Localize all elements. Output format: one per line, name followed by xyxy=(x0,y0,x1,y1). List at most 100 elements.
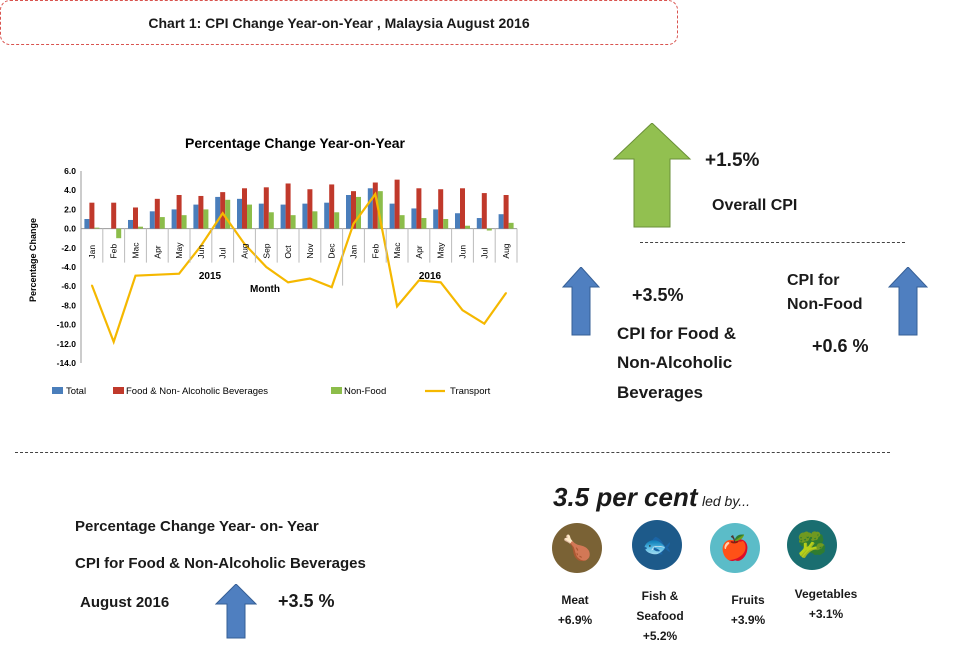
bar-non-food-13 xyxy=(377,191,383,229)
overall-cpi-value: +1.5% xyxy=(705,150,760,171)
nonfood-cpi-label-2: Non-Food xyxy=(787,296,863,313)
legend-label: Non-Food xyxy=(344,386,386,397)
food-cpi-label-1: CPI for Food & xyxy=(617,324,736,343)
x-tick-label: Apr xyxy=(414,245,424,258)
divider xyxy=(640,242,905,243)
cpi-chart: Percentage Change Year-on-Year 6.0 4.0 2.0… xyxy=(28,135,518,397)
transport-point-2 xyxy=(134,274,137,277)
x-tick-label: May xyxy=(174,242,184,259)
chart-title: Percentage Change Year-on-Year xyxy=(185,135,405,151)
transport-point-14 xyxy=(396,305,398,308)
up-arrow-green-icon xyxy=(612,123,692,228)
y-tick-label: -10.0 xyxy=(57,320,77,330)
bar-non-food-8 xyxy=(268,212,274,229)
x-tick-label: Apr xyxy=(152,245,162,258)
y-axis-title: Percentage Change xyxy=(28,218,38,302)
item-fruits: Fruits +3.9% xyxy=(708,590,788,630)
food-cpi-value: +3.5% xyxy=(632,285,684,305)
x-tick-label: Sep xyxy=(261,243,271,258)
bar-total-3 xyxy=(149,211,155,229)
bar-total-18 xyxy=(476,218,482,229)
y-tick-label: -8.0 xyxy=(61,300,76,310)
x-tick-label: May xyxy=(436,242,446,259)
fish-icon: 🐟 xyxy=(632,520,682,570)
x-tick-label: Jul xyxy=(479,248,489,259)
bottom-value: +3.5 % xyxy=(278,591,335,611)
transport-point-17 xyxy=(461,309,464,311)
x-tick-label: Feb xyxy=(370,244,380,259)
overall-cpi-label: Overall CPI xyxy=(712,197,798,214)
bar-food-non-alcoholic-beverages-1 xyxy=(111,202,117,229)
nonfood-cpi-value: +0.6 % xyxy=(812,336,869,356)
transport-point-9 xyxy=(287,281,289,284)
legend-label: Food & Non- Alcoholic Beverages xyxy=(126,386,268,397)
transport-point-7 xyxy=(243,243,246,245)
bottom-line-3: August 2016 xyxy=(80,594,170,611)
x-tick-label: Dec xyxy=(327,243,337,259)
chart-header: Chart 1: CPI Change Year-on-Year , Malay… xyxy=(0,0,678,45)
item-value: +5.2% xyxy=(642,629,678,643)
bar-food-non-alcoholic-beverages-3 xyxy=(154,198,160,229)
headline-big: 3.5 per cent xyxy=(553,482,698,512)
food-cpi-label-3: Beverages xyxy=(617,383,704,402)
bar-total-19 xyxy=(498,214,504,229)
item-name: Fruits xyxy=(731,593,765,607)
bar-total-7 xyxy=(237,198,242,229)
nonfood-cpi-label-1: CPI for xyxy=(787,272,840,289)
transport-point-12 xyxy=(352,223,355,225)
y-tick-label: 2.0 xyxy=(64,204,76,214)
transport-point-4 xyxy=(178,272,180,275)
x-tick-label: Jan xyxy=(87,245,97,259)
x-axis-title: Month xyxy=(250,284,280,295)
bar-food-non-alcoholic-beverages-14 xyxy=(394,179,400,229)
item-value: +3.9% xyxy=(730,613,766,627)
bottom-line-2: CPI for Food & Non-Alcoholic Beverages xyxy=(75,555,366,572)
food-cpi-label-2: Non-Alcoholic xyxy=(617,353,733,372)
transport-point-10 xyxy=(309,277,311,280)
bar-non-food-9 xyxy=(290,215,296,229)
bar-food-non-alcoholic-beverages-18 xyxy=(481,193,487,229)
bar-food-non-alcoholic-beverages-13 xyxy=(372,182,378,229)
bar-non-food-16 xyxy=(443,219,449,229)
legend-label: Total xyxy=(66,386,86,397)
bar-non-food-4 xyxy=(181,215,187,229)
bar-food-non-alcoholic-beverages-15 xyxy=(416,188,422,229)
bar-total-13 xyxy=(367,188,373,229)
bar-non-food-1 xyxy=(116,228,122,239)
bar-total-5 xyxy=(193,204,199,229)
headline-small: led by... xyxy=(701,493,750,509)
y-tick-label: -2.0 xyxy=(61,243,76,253)
transport-point-18 xyxy=(483,322,486,325)
bar-non-food-15 xyxy=(421,218,427,229)
item-name: Vegetables xyxy=(794,587,858,601)
year-label-2016: 2016 xyxy=(419,271,442,282)
bar-non-food-14 xyxy=(399,215,405,229)
bar-food-non-alcoholic-beverages-16 xyxy=(438,189,444,229)
bar-non-food-18 xyxy=(486,228,492,231)
x-tick-label: Mac xyxy=(392,242,402,259)
transport-point-15 xyxy=(418,279,420,282)
bar-total-6 xyxy=(215,196,221,229)
x-tick-label: Feb xyxy=(109,244,119,259)
apple-icon: 🍎 xyxy=(710,523,760,573)
transport-point-6 xyxy=(221,212,224,215)
x-tick-label: Jan xyxy=(349,245,359,259)
legend-swatch xyxy=(52,387,63,394)
x-tick-label: Aug xyxy=(240,243,250,258)
bar-food-non-alcoholic-beverages-0 xyxy=(89,202,95,229)
bar-food-non-alcoholic-beverages-10 xyxy=(307,189,313,229)
transport-point-5 xyxy=(200,245,202,247)
y-tick-label: -12.0 xyxy=(57,339,77,349)
chart-legend: Total Food & Non- Alcoholic Beverages Non-… xyxy=(52,386,491,397)
broccoli-icon: 🥦 xyxy=(787,520,837,570)
item-name: Meat xyxy=(561,593,589,607)
x-tick-label: Oct xyxy=(283,245,293,259)
x-tick-label: Aug xyxy=(501,243,511,258)
transport-point-19 xyxy=(505,292,507,294)
bar-non-food-12 xyxy=(356,196,361,229)
y-tick-label: 0.0 xyxy=(64,224,76,234)
legend-label: Transport xyxy=(450,386,491,397)
transport-point-16 xyxy=(439,281,442,284)
line-transport xyxy=(90,191,507,346)
bar-total-0 xyxy=(84,219,90,229)
